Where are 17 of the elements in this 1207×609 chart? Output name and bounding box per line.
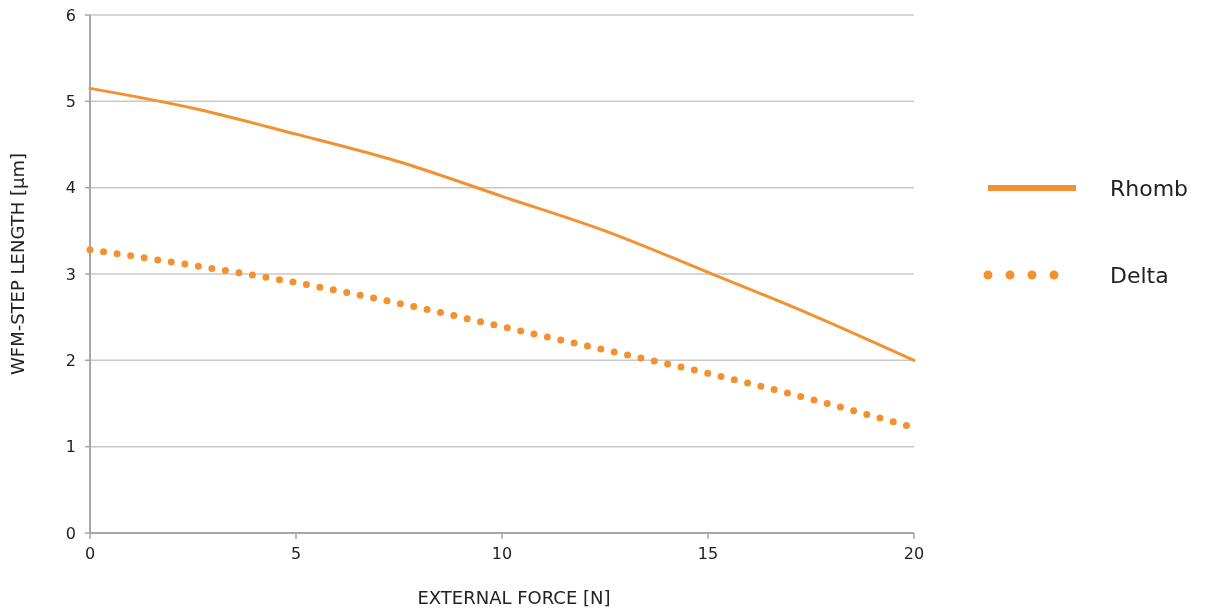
y-axis-title: WFM-STEP LENGTH [µm]	[7, 152, 28, 376]
y-tick-label: 6	[65, 5, 76, 25]
x-tick-label: 0	[84, 544, 96, 563]
x-axis-title: EXTERNAL FORCE [N]	[417, 587, 611, 608]
x-tick-label: 5	[290, 544, 302, 563]
x-tick-label: 20	[903, 544, 925, 563]
x-tick-label: 15	[697, 544, 719, 563]
y-tick-label: 1	[65, 437, 76, 457]
y-tick-label: 2	[65, 350, 76, 370]
y-tick-label: 4	[65, 178, 76, 198]
legend-label: Rhomb	[1110, 175, 1189, 201]
y-tick-label: 3	[65, 264, 76, 284]
y-tick-label: 0	[65, 523, 76, 543]
y-tick-label: 5	[65, 91, 76, 111]
line-series	[88, 86, 916, 362]
legend-label: Delta	[1110, 262, 1169, 288]
x-tick-label: 10	[491, 544, 513, 563]
